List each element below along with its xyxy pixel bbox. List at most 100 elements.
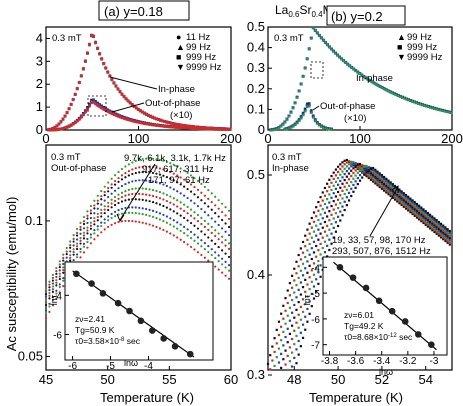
series-point — [58, 283, 61, 286]
series-point — [62, 285, 65, 288]
series-point — [363, 171, 366, 174]
series-point — [93, 199, 96, 202]
series-point — [110, 198, 113, 201]
series-point — [426, 218, 430, 221]
series-point — [301, 286, 305, 289]
series-point — [214, 234, 217, 238]
series-point — [398, 200, 401, 203]
inset-fit-z: zν=6.01 — [344, 310, 374, 320]
series-point — [196, 205, 200, 208]
inset-xlabel: lnω — [124, 358, 138, 368]
series-point — [330, 213, 333, 216]
series-point — [321, 217, 324, 220]
series-point — [293, 316, 296, 319]
inset-point — [148, 327, 156, 334]
x-tick-label: -3.6 — [347, 356, 365, 367]
series-point — [134, 159, 137, 163]
series-point — [409, 211, 412, 214]
series-point — [341, 182, 344, 185]
series-point — [65, 246, 68, 250]
series-point — [79, 242, 82, 245]
series-point — [310, 216, 313, 220]
series-point — [172, 210, 175, 213]
series-point — [93, 220, 96, 223]
series-point — [367, 173, 370, 176]
series-point — [299, 281, 302, 284]
series-point — [93, 232, 96, 235]
series-point — [172, 188, 175, 191]
series-point — [378, 179, 381, 182]
x-tick-label: 50 — [100, 372, 114, 387]
series-point — [312, 262, 316, 265]
series-point — [365, 167, 368, 170]
inphase-point — [421, 103, 425, 107]
series-point — [113, 214, 117, 218]
series-point — [79, 232, 82, 235]
inphase-point — [85, 51, 89, 55]
series-point — [227, 264, 231, 267]
series-point — [339, 173, 342, 176]
freq-arrow-head — [391, 185, 399, 193]
series-point — [420, 218, 423, 221]
series-point — [437, 234, 440, 237]
series-point — [110, 212, 113, 216]
series-point — [345, 204, 348, 207]
series-point — [323, 186, 327, 190]
series-point — [75, 227, 79, 231]
inset-point — [375, 297, 383, 305]
series-point — [332, 177, 335, 181]
series-point — [86, 237, 89, 241]
series-point — [124, 199, 127, 202]
series-point — [117, 201, 120, 205]
series-point — [214, 212, 217, 215]
inphase-point — [354, 68, 358, 72]
series-point — [356, 167, 359, 170]
series-point — [295, 362, 298, 365]
series-point — [107, 181, 110, 184]
series-point — [365, 164, 368, 168]
series-point — [58, 275, 61, 278]
series-point — [127, 181, 130, 184]
series-point — [134, 206, 137, 209]
series-point — [402, 192, 405, 195]
series-point — [65, 250, 68, 253]
series-point — [96, 199, 99, 202]
series-point — [411, 201, 414, 204]
series-point — [189, 199, 193, 202]
series-point — [58, 272, 61, 275]
inphase-point — [323, 40, 327, 44]
series-point — [189, 221, 193, 225]
series-point — [365, 171, 368, 174]
series-point — [378, 182, 381, 185]
series-point — [100, 198, 103, 201]
series-point — [404, 207, 408, 210]
series-point — [442, 233, 445, 236]
series-point — [155, 225, 158, 229]
series-point — [51, 296, 55, 299]
series-point — [391, 184, 394, 187]
series-point — [89, 221, 92, 224]
series-point — [347, 160, 351, 163]
series-point — [391, 196, 394, 199]
inphase-point — [425, 104, 429, 108]
series-point — [75, 231, 79, 234]
series-point — [110, 186, 113, 189]
data-series — [266, 158, 451, 372]
series-point — [110, 192, 113, 195]
series-point — [334, 230, 338, 233]
series-point — [319, 213, 322, 216]
series-point — [200, 216, 203, 219]
series-point — [207, 250, 210, 254]
series-point — [203, 248, 206, 251]
series-point — [183, 225, 186, 229]
inphase-point — [269, 128, 273, 132]
series-point — [221, 218, 224, 222]
inphase-point — [71, 97, 75, 101]
series-point — [306, 238, 309, 241]
y-axis-label: Ac susceptibility (emu/mol) — [4, 197, 19, 352]
series-point — [442, 227, 445, 231]
series-point — [93, 212, 96, 215]
series-point — [224, 222, 227, 225]
series-point — [367, 169, 370, 172]
series-point — [224, 230, 227, 233]
